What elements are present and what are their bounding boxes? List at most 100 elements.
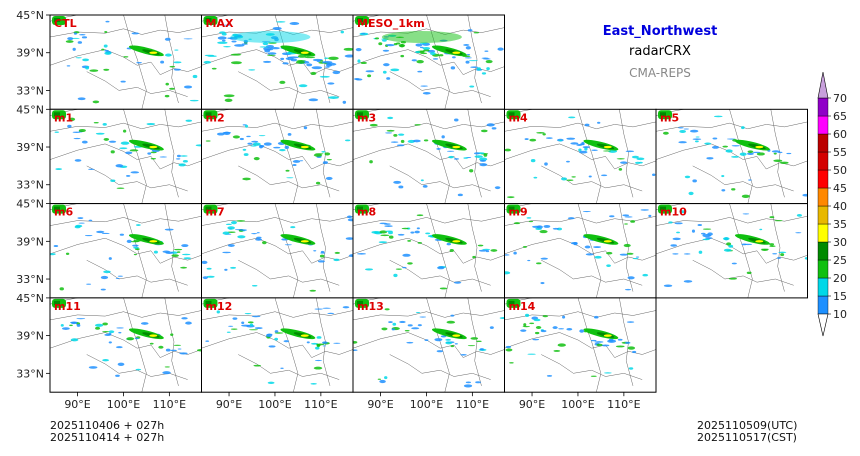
echo-cell bbox=[423, 49, 430, 52]
echo-cell bbox=[558, 328, 565, 330]
echo-cell bbox=[254, 327, 263, 330]
echo-cell bbox=[445, 338, 452, 341]
panel-m6: m6 bbox=[49, 203, 202, 299]
panel-m13: m13 bbox=[352, 297, 505, 393]
panel-label: m14 bbox=[509, 300, 536, 313]
echo-cell bbox=[374, 37, 380, 40]
echo-cell bbox=[769, 216, 775, 219]
echo-cell bbox=[582, 146, 590, 149]
echo-cell bbox=[700, 232, 706, 235]
echo-cell bbox=[692, 179, 697, 183]
echo-cell bbox=[445, 341, 453, 345]
lon-tick-label: 110°E bbox=[304, 398, 337, 411]
echo-cell bbox=[104, 31, 108, 34]
echo-cell bbox=[248, 69, 256, 71]
echo-cell bbox=[404, 329, 410, 332]
echo-cell bbox=[65, 40, 74, 43]
echo-cell bbox=[631, 155, 639, 159]
region-title: East_Northwest bbox=[602, 24, 718, 39]
echo-cell bbox=[436, 350, 444, 353]
echo-cell bbox=[400, 44, 404, 48]
echo-band-peak bbox=[300, 334, 309, 337]
colorbar-segment bbox=[817, 187, 829, 207]
echo-cell bbox=[392, 322, 397, 326]
echo-cell bbox=[298, 84, 308, 88]
echo-cell bbox=[486, 123, 495, 127]
panel-meso-1km: MESO_1km bbox=[352, 14, 505, 110]
echo-cell bbox=[485, 59, 493, 64]
echo-cell bbox=[82, 58, 90, 62]
echo-cell bbox=[393, 273, 398, 278]
echo-corner-cell bbox=[54, 112, 60, 117]
panel-label: m8 bbox=[357, 206, 376, 219]
echo-cell bbox=[652, 173, 656, 177]
echo-cell bbox=[683, 128, 689, 130]
echo-cell bbox=[561, 177, 567, 181]
echo-cell bbox=[133, 246, 140, 249]
echo-cell bbox=[103, 270, 111, 274]
echo-cell bbox=[419, 46, 424, 49]
lon-tick-label: 100°E bbox=[410, 398, 443, 411]
echo-cell bbox=[601, 344, 610, 347]
echo-cell bbox=[247, 321, 254, 324]
echo-cell bbox=[311, 66, 323, 70]
lat-tick-label: 45°N bbox=[16, 198, 44, 211]
echo-wide-area bbox=[230, 31, 311, 44]
panel-m14: m14 bbox=[504, 297, 657, 393]
panel-label: MAX bbox=[206, 17, 234, 30]
echo-cell bbox=[320, 250, 325, 253]
echo-cell bbox=[504, 254, 510, 256]
echo-cell bbox=[410, 231, 415, 234]
echo-cell bbox=[282, 62, 289, 65]
panel-m10: m10 bbox=[655, 203, 808, 299]
echo-corner-cell bbox=[508, 206, 515, 211]
echo-cell bbox=[741, 194, 750, 198]
panel-ctl: CTL bbox=[49, 14, 202, 110]
echo-cell bbox=[728, 277, 738, 280]
echo-cell bbox=[802, 193, 808, 197]
echo-cell bbox=[478, 249, 488, 252]
echo-cell bbox=[420, 179, 424, 182]
boundary-line bbox=[389, 165, 491, 192]
echo-cell bbox=[171, 254, 179, 257]
echo-cell bbox=[353, 341, 358, 344]
echo-cell bbox=[55, 168, 62, 171]
colorbar-tick-label: 60 bbox=[833, 128, 847, 141]
valid-time-block: 2025110509(UTC) 2025110517(CST) bbox=[697, 420, 797, 444]
echo-cell bbox=[742, 213, 750, 215]
echo-cell bbox=[53, 244, 59, 247]
echo-cell bbox=[102, 123, 107, 126]
echo-cell bbox=[752, 151, 761, 154]
echo-cell bbox=[509, 362, 514, 364]
echo-cell bbox=[306, 63, 313, 67]
echo-corner-cell bbox=[660, 206, 666, 211]
echo-cell bbox=[290, 58, 298, 62]
colorbar-tick-label: 40 bbox=[833, 200, 847, 213]
echo-cell bbox=[632, 258, 639, 260]
echo-cell bbox=[390, 68, 400, 72]
echo-cell bbox=[324, 152, 331, 156]
echo-cell bbox=[126, 239, 132, 243]
boundary-line bbox=[619, 203, 634, 292]
echo-cell bbox=[221, 39, 226, 42]
echo-cell bbox=[227, 231, 236, 234]
echo-cell bbox=[60, 323, 64, 327]
echo-cell bbox=[731, 262, 737, 265]
echo-cell bbox=[102, 358, 109, 362]
echo-cell bbox=[698, 250, 703, 254]
echo-cell bbox=[116, 187, 125, 189]
echo-cell bbox=[206, 275, 215, 278]
panel-m2: m2 bbox=[201, 108, 354, 205]
echo-cell bbox=[468, 60, 478, 62]
echo-cell bbox=[705, 237, 713, 239]
echo-cell bbox=[536, 131, 545, 134]
echo-cell bbox=[579, 150, 588, 154]
echo-cell bbox=[367, 74, 372, 78]
echo-cell bbox=[663, 284, 673, 288]
echo-cell bbox=[284, 145, 289, 149]
echo-cell bbox=[165, 348, 171, 352]
echo-cell bbox=[340, 30, 344, 34]
echo-cell bbox=[272, 26, 282, 31]
echo-cell bbox=[679, 129, 686, 133]
echo-cell bbox=[771, 150, 781, 153]
